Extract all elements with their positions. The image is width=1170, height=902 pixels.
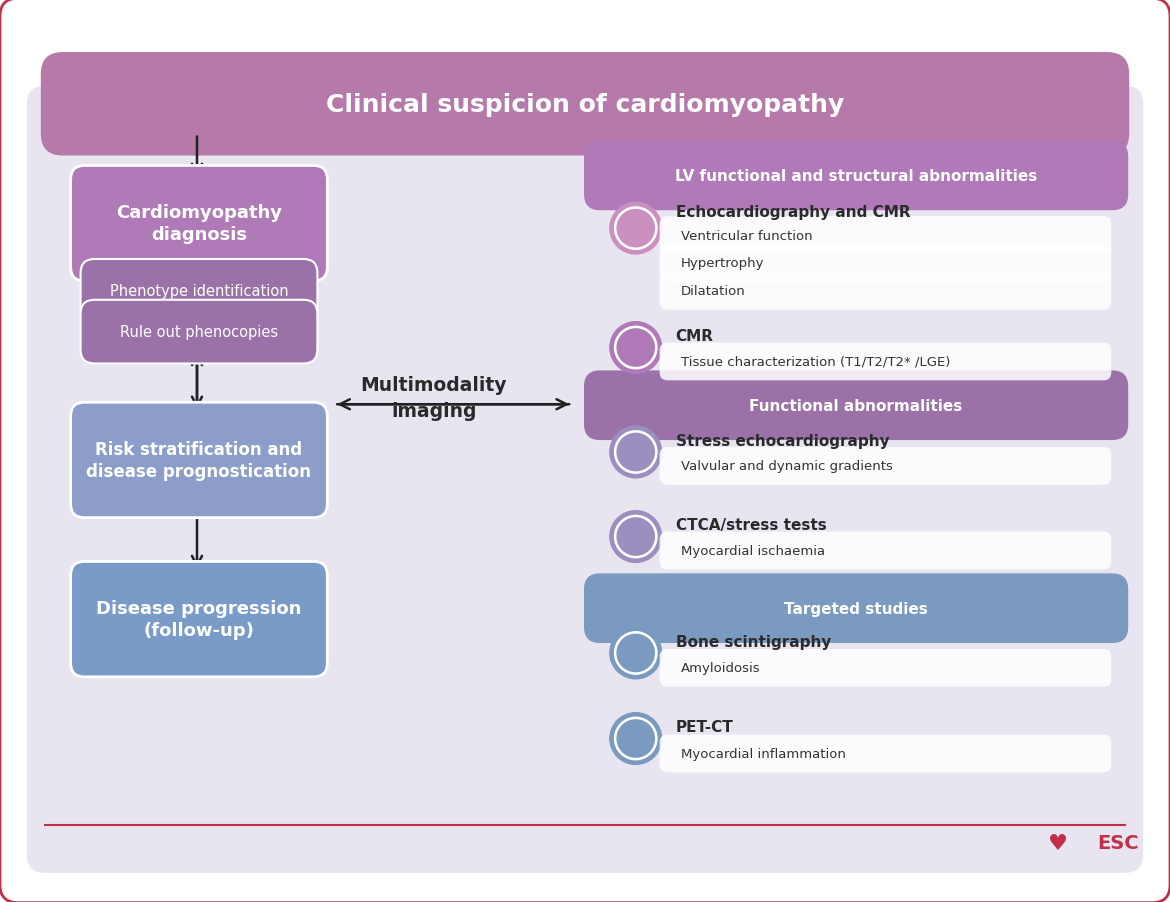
- FancyBboxPatch shape: [41, 53, 1129, 156]
- Text: LV functional and structural abnormalities: LV functional and structural abnormaliti…: [675, 169, 1038, 184]
- FancyBboxPatch shape: [660, 217, 1112, 254]
- Circle shape: [614, 327, 656, 369]
- Text: Phenotype identification: Phenotype identification: [110, 284, 288, 299]
- Circle shape: [617, 519, 654, 556]
- FancyBboxPatch shape: [70, 562, 328, 677]
- Text: Cardiomyopathy
diagnosis: Cardiomyopathy diagnosis: [116, 204, 282, 244]
- Text: CTCA/stress tests: CTCA/stress tests: [675, 518, 826, 532]
- Circle shape: [614, 632, 656, 675]
- FancyBboxPatch shape: [660, 343, 1112, 381]
- Text: Valvular and dynamic gradients: Valvular and dynamic gradients: [681, 460, 893, 473]
- FancyBboxPatch shape: [660, 447, 1112, 485]
- Text: Amyloidosis: Amyloidosis: [681, 662, 760, 675]
- Circle shape: [614, 516, 656, 558]
- FancyBboxPatch shape: [584, 371, 1128, 440]
- Circle shape: [610, 322, 661, 374]
- FancyBboxPatch shape: [584, 142, 1128, 211]
- FancyBboxPatch shape: [81, 260, 317, 323]
- Text: ESC: ESC: [1097, 833, 1138, 852]
- Text: Targeted studies: Targeted studies: [784, 601, 928, 616]
- Circle shape: [610, 427, 661, 478]
- Circle shape: [610, 628, 661, 679]
- Text: Risk stratification and
disease prognostication: Risk stratification and disease prognost…: [87, 440, 311, 481]
- Circle shape: [617, 720, 654, 758]
- FancyBboxPatch shape: [660, 244, 1112, 282]
- FancyBboxPatch shape: [81, 300, 317, 364]
- Text: Echocardiography and CMR: Echocardiography and CMR: [675, 205, 910, 219]
- Text: Myocardial ischaemia: Myocardial ischaemia: [681, 545, 825, 557]
- Text: Disease progression
(follow-up): Disease progression (follow-up): [96, 599, 302, 640]
- Circle shape: [614, 207, 656, 250]
- FancyBboxPatch shape: [70, 403, 328, 518]
- Circle shape: [614, 431, 656, 474]
- Circle shape: [610, 203, 661, 254]
- Text: PET-CT: PET-CT: [675, 719, 734, 734]
- Text: Functional abnormalities: Functional abnormalities: [750, 399, 963, 413]
- Circle shape: [617, 329, 654, 367]
- Text: Dilatation: Dilatation: [681, 285, 745, 298]
- Text: CMR: CMR: [675, 328, 714, 344]
- Circle shape: [610, 713, 661, 765]
- FancyBboxPatch shape: [660, 532, 1112, 570]
- FancyBboxPatch shape: [660, 272, 1112, 310]
- Text: Clinical suspicion of cardiomyopathy: Clinical suspicion of cardiomyopathy: [326, 93, 844, 116]
- FancyBboxPatch shape: [70, 166, 328, 281]
- Text: ♥: ♥: [1047, 833, 1067, 853]
- Circle shape: [617, 210, 654, 247]
- Circle shape: [617, 635, 654, 672]
- FancyBboxPatch shape: [660, 735, 1112, 772]
- Circle shape: [614, 717, 656, 759]
- Text: Myocardial inflammation: Myocardial inflammation: [681, 747, 846, 760]
- Text: Hypertrophy: Hypertrophy: [681, 257, 764, 271]
- Text: Rule out phenocopies: Rule out phenocopies: [119, 325, 278, 340]
- Circle shape: [617, 434, 654, 471]
- Text: Bone scintigraphy: Bone scintigraphy: [675, 634, 831, 649]
- Circle shape: [610, 511, 661, 563]
- Text: Stress echocardiography: Stress echocardiography: [675, 433, 889, 448]
- FancyBboxPatch shape: [660, 649, 1112, 687]
- Text: Ventricular function: Ventricular function: [681, 229, 812, 243]
- FancyBboxPatch shape: [27, 87, 1143, 873]
- Text: Tissue characterization (T1/T2/T2* /LGE): Tissue characterization (T1/T2/T2* /LGE): [681, 355, 950, 369]
- Text: Multimodality
imaging: Multimodality imaging: [360, 375, 507, 420]
- FancyBboxPatch shape: [584, 574, 1128, 643]
